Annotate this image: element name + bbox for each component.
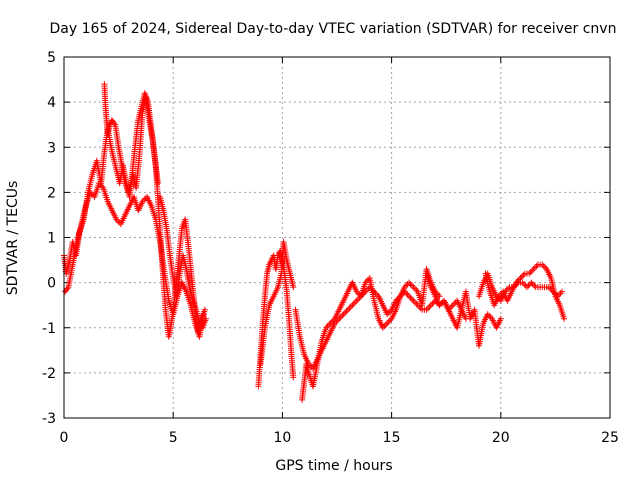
- data-point: [409, 296, 415, 303]
- x-tick-label: 0: [60, 430, 69, 446]
- plot-border: [63, 56, 611, 419]
- data-point: [520, 272, 527, 279]
- x-tick-label: 20: [492, 430, 510, 446]
- data-point: [343, 308, 350, 315]
- y-tick-label: 4: [47, 95, 56, 111]
- data-point: [290, 284, 297, 291]
- data-point: [410, 284, 417, 291]
- data-point: [406, 279, 413, 286]
- data-point: [350, 300, 357, 307]
- y-tick-label: 0: [47, 276, 56, 292]
- data-point: [342, 309, 348, 316]
- data-point: [497, 315, 504, 322]
- data-point: [352, 299, 359, 306]
- axis-ticks: 0 5 10 15 20 25 -3 -2 -1 0 1 2 3 4 5: [42, 50, 619, 446]
- grid: [64, 57, 610, 418]
- data-point: [533, 263, 540, 270]
- data-point: [411, 299, 418, 306]
- x-tick-label: 5: [169, 430, 178, 446]
- data-point: [353, 297, 360, 304]
- data-point: [429, 300, 436, 307]
- data-point: [347, 303, 354, 310]
- data-point: [449, 302, 456, 309]
- x-tick-label: 10: [273, 430, 291, 446]
- data-point: [528, 279, 535, 286]
- data-point: [203, 315, 209, 322]
- chart-title: Day 165 of 2024, Sidereal Day-to-day VTE…: [50, 21, 617, 37]
- data-point: [406, 293, 413, 300]
- data-point: [529, 267, 536, 274]
- data-point: [344, 306, 351, 313]
- data-point: [561, 315, 568, 322]
- data-point: [346, 305, 353, 312]
- data-point: [427, 302, 434, 309]
- y-tick-label: -2: [42, 366, 56, 382]
- data-point: [201, 306, 208, 313]
- y-tick-label: 5: [47, 50, 56, 66]
- data-point: [200, 311, 207, 318]
- data-point: [385, 318, 392, 325]
- x-axis-label: GPS time / hours: [275, 458, 392, 474]
- data-point: [384, 320, 391, 327]
- y-tick-label: -3: [42, 411, 56, 427]
- y-tick-label: -1: [42, 321, 56, 337]
- data-point: [407, 281, 414, 288]
- data-point: [532, 264, 538, 271]
- y-tick-label: 2: [47, 185, 56, 201]
- x-tick-label: 25: [601, 430, 619, 446]
- y-axis-label: SDTVAR / TECUs: [5, 181, 21, 296]
- data-point: [524, 284, 530, 291]
- data-point: [451, 300, 458, 307]
- data-point: [525, 282, 532, 289]
- data-point: [529, 281, 536, 288]
- data-point: [407, 294, 414, 301]
- data-point: [382, 321, 389, 328]
- y-tick-label: 3: [47, 140, 56, 156]
- data-point: [530, 266, 537, 273]
- data-point: [410, 297, 417, 304]
- data-points: [61, 81, 568, 403]
- data-point: [531, 282, 538, 289]
- data-point: [426, 303, 433, 310]
- data-point: [521, 281, 528, 288]
- data-point: [355, 296, 362, 303]
- x-tick-label: 15: [383, 430, 401, 446]
- data-point: [505, 285, 512, 292]
- data-point: [527, 269, 534, 276]
- data-point: [340, 311, 347, 318]
- data-point: [518, 273, 525, 280]
- data-point: [425, 305, 431, 312]
- data-point: [154, 180, 161, 187]
- data-point: [290, 374, 297, 381]
- data-point: [540, 263, 547, 270]
- data-point: [349, 302, 356, 309]
- data-point: [411, 285, 418, 292]
- data-point: [404, 291, 411, 298]
- y-tick-label: 1: [47, 231, 56, 247]
- data-point: [559, 288, 565, 295]
- data-point: [409, 282, 415, 289]
